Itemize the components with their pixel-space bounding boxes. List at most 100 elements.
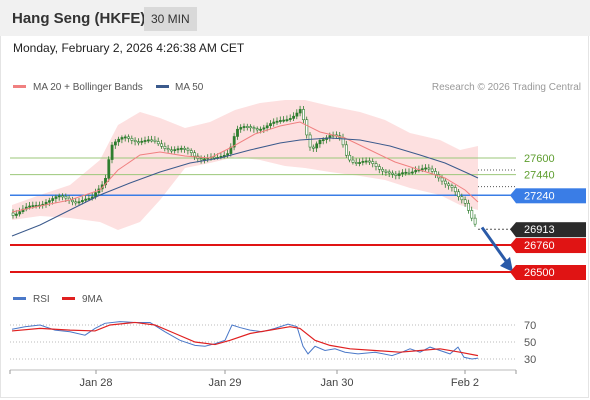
candle-body — [298, 109, 302, 114]
timestamp: Monday, February 2, 2026 4:26:38 AM CET — [13, 41, 245, 55]
candle-body — [371, 161, 375, 164]
candle-body — [262, 127, 266, 130]
candle-body — [285, 119, 289, 122]
candle-body — [318, 139, 322, 145]
candle-body — [130, 138, 134, 141]
candle-body — [295, 112, 299, 117]
ma20-line — [11, 121, 479, 213]
candle-body — [424, 167, 428, 170]
candle-body — [420, 168, 424, 171]
candle-body — [114, 141, 117, 146]
candle-body — [54, 196, 58, 199]
candle-body — [443, 180, 447, 185]
candle-body — [84, 198, 88, 201]
candle-body — [120, 137, 124, 140]
candle-body — [255, 128, 259, 131]
rsi-legend-label: RSI — [33, 294, 50, 305]
candle-body — [348, 154, 352, 161]
candle-body — [288, 118, 292, 120]
ma50-legend-swatch — [156, 85, 169, 88]
candle-body — [137, 141, 140, 144]
candle-body — [199, 158, 203, 161]
support-tag-arrow — [510, 238, 516, 254]
candle-body — [236, 128, 239, 137]
candle-body — [430, 168, 434, 172]
candle-body — [404, 171, 408, 174]
candle-body — [147, 139, 150, 142]
ma20-legend-label: MA 20 + Bollinger Bands — [33, 82, 143, 93]
forecast-arrow-head — [500, 256, 513, 272]
price-levels — [10, 157, 516, 273]
candle-body — [28, 205, 32, 208]
candle-body — [401, 172, 404, 175]
candle-body — [64, 195, 68, 199]
last-price-tag — [516, 222, 586, 238]
pivot-tag-arrow — [510, 188, 516, 204]
candle-body — [410, 171, 414, 174]
candle-body — [447, 183, 451, 186]
main-legend: MA 20 + Bollinger Bands MA 50 Research ©… — [13, 82, 581, 93]
ma50-legend-label: MA 50 — [175, 82, 204, 93]
candle-body — [381, 169, 385, 172]
candle-body — [407, 171, 411, 174]
timeframe-badge[interactable]: 30 MIN — [144, 7, 197, 31]
candle-body — [302, 109, 305, 121]
rsi-tick-label: 70 — [524, 320, 536, 332]
candle-body — [156, 141, 160, 145]
candle-body — [414, 170, 418, 173]
candle-body — [104, 177, 107, 186]
support-label: 26760 — [524, 240, 555, 252]
candle-body — [242, 126, 246, 128]
x-tick-label: Jan 29 — [208, 377, 241, 389]
credit-text: Research © 2026 Trading Central — [432, 82, 581, 93]
candle-body — [226, 153, 230, 156]
candle-body — [239, 127, 243, 130]
candle-body — [74, 201, 78, 204]
candle-body — [183, 147, 187, 150]
candle-body — [265, 125, 269, 129]
rsi-tick-label: 50 — [524, 337, 536, 349]
support-tag-arrow — [510, 265, 516, 280]
candle-body — [143, 140, 147, 142]
candle-body — [391, 172, 395, 175]
candle-body — [434, 171, 437, 175]
bollinger-fill — [12, 100, 478, 230]
candle-body — [160, 143, 164, 147]
candle-body — [259, 128, 263, 131]
last-price-label: 26913 — [524, 224, 555, 236]
candle-body — [44, 201, 48, 205]
candle-body — [470, 210, 474, 219]
candle-body — [117, 138, 121, 143]
candle-body — [77, 201, 81, 204]
candle-body — [278, 120, 282, 122]
candle-body — [186, 148, 190, 151]
candle-body — [463, 199, 467, 204]
candle-body — [351, 159, 355, 163]
candle-body — [358, 162, 362, 164]
candle-body — [123, 136, 127, 139]
x-tick-label: Feb 2 — [451, 377, 479, 389]
candle-body — [150, 139, 154, 142]
rsi-grid: 70 50 30 — [10, 320, 536, 366]
candle-body — [272, 121, 276, 124]
forecast-arrow — [480, 226, 510, 265]
candle-body — [344, 144, 348, 156]
candle-body — [189, 150, 193, 154]
candle-body — [397, 173, 401, 176]
candle-body — [311, 146, 315, 149]
bollinger-band — [12, 100, 478, 230]
support-tag — [516, 238, 586, 254]
candle-body — [170, 149, 173, 152]
candle-body — [47, 200, 51, 203]
candle-body — [51, 198, 55, 201]
candle-body — [364, 160, 368, 163]
candle-body — [31, 205, 35, 208]
candle-body — [107, 159, 111, 179]
candle-body — [246, 126, 249, 128]
rsi-legend-swatch — [13, 297, 26, 300]
candle-body — [153, 139, 157, 142]
candle-body — [387, 171, 391, 174]
rsi-tick-label: 30 — [524, 354, 536, 366]
candle-body — [232, 136, 236, 148]
